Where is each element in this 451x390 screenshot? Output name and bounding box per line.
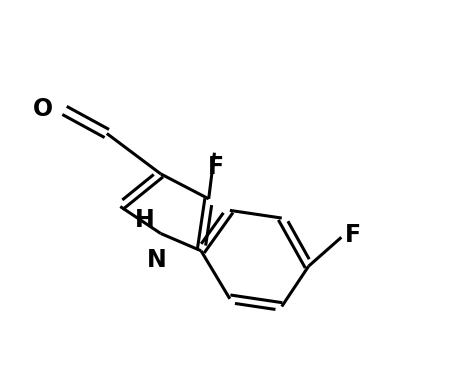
- Text: F: F: [208, 154, 224, 179]
- Text: F: F: [345, 223, 360, 247]
- Text: O: O: [33, 96, 53, 121]
- Text: H: H: [134, 207, 154, 232]
- Text: N: N: [147, 248, 166, 272]
